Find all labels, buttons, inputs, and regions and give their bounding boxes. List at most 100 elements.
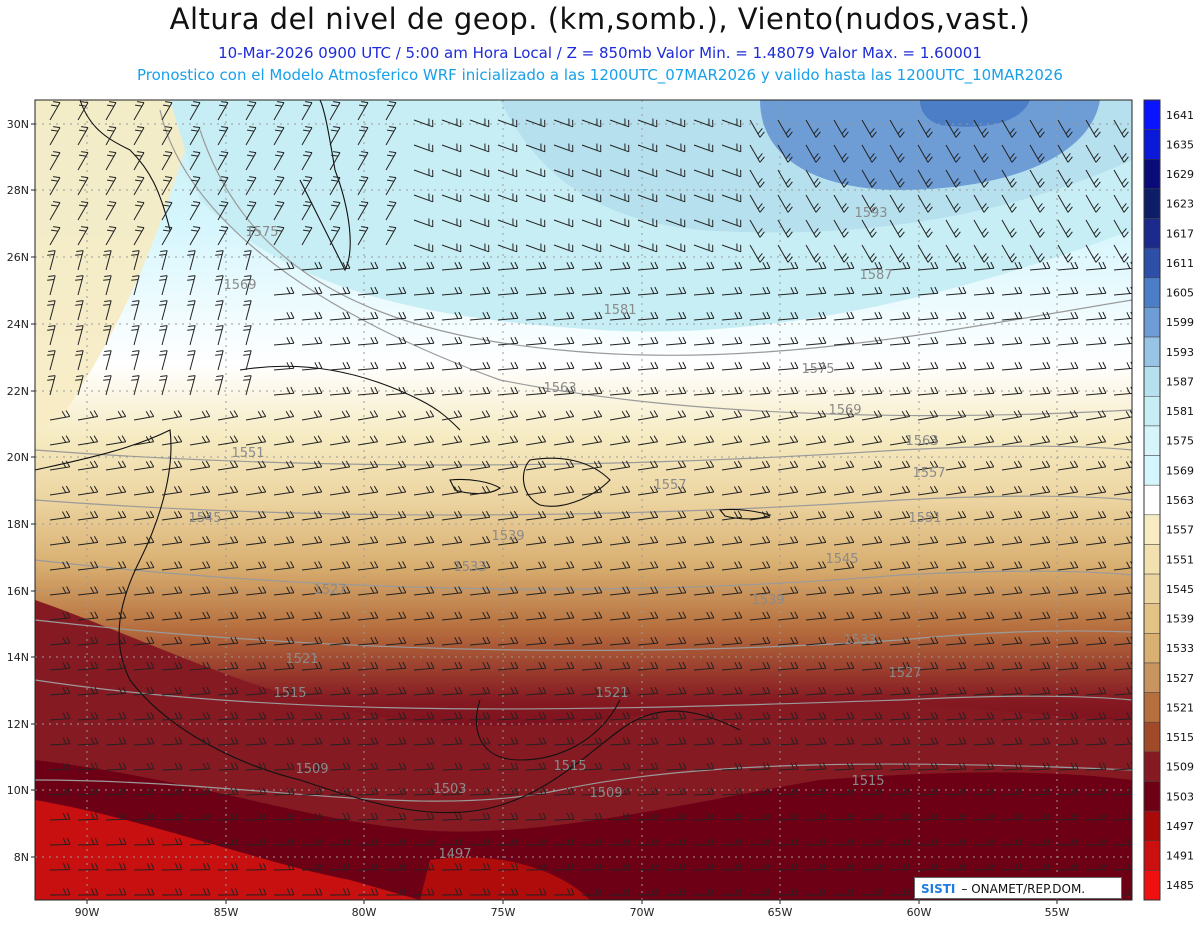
wind-barb (833, 336, 855, 346)
wind-barb (1001, 194, 1017, 213)
wind-barb (1057, 435, 1079, 446)
wind-barb (973, 862, 995, 871)
wind-barb (721, 410, 743, 421)
lon-label: 80W (352, 906, 377, 919)
wind-barb (805, 636, 827, 646)
wind-barb (945, 410, 967, 421)
wind-barb (49, 862, 71, 871)
wind-barb (749, 194, 765, 213)
wind-barb (301, 336, 323, 346)
lon-label: 85W (214, 906, 239, 919)
wind-barb (49, 151, 61, 171)
wind-barb (441, 661, 463, 671)
wind-barb (609, 261, 631, 271)
wind-barb (749, 361, 771, 371)
wind-barb (413, 862, 435, 871)
wind-barb (245, 435, 267, 446)
wind-barb (357, 386, 379, 396)
wind-barb (77, 888, 99, 896)
wind-barb (749, 536, 771, 546)
wind-barb (441, 510, 463, 521)
wind-barb (637, 168, 658, 178)
wind-barb (189, 737, 211, 746)
wind-barb (245, 812, 267, 821)
wind-barb (1057, 361, 1079, 371)
wind-barb (861, 661, 883, 671)
wind-barb (1057, 611, 1079, 621)
contour-label: 1509 (589, 786, 622, 801)
wind-barb (133, 661, 155, 671)
wind-barb (469, 611, 491, 621)
wind-barb (189, 176, 201, 196)
wind-barb (47, 375, 56, 396)
wind-barb (49, 510, 71, 521)
wind-barb (721, 787, 743, 796)
wind-barb (525, 611, 547, 621)
wind-barb (1113, 636, 1132, 646)
wind-barb (721, 586, 743, 596)
wind-barb (161, 837, 183, 846)
legend-swatch (1143, 455, 1161, 486)
wind-barb (833, 361, 855, 371)
wind-barb (777, 261, 799, 271)
wind-barb (75, 275, 84, 296)
wind-barb (721, 460, 743, 471)
wind-barb (861, 611, 883, 621)
wind-barb (945, 812, 967, 821)
wind-barb (1001, 636, 1023, 646)
wind-barb (749, 219, 765, 238)
wind-barb (133, 561, 155, 571)
wind-barb (497, 286, 519, 296)
wind-barb (105, 737, 127, 746)
wind-barb (217, 485, 239, 496)
wind-barb (273, 201, 285, 221)
legend-label: 1503 (1166, 790, 1194, 803)
wind-barb (553, 118, 574, 128)
wind-barb (329, 485, 351, 496)
wind-barb (721, 485, 743, 496)
wind-barb (581, 193, 602, 203)
wind-barb (777, 485, 799, 496)
wind-barb (917, 460, 939, 471)
wind-barb (861, 762, 883, 771)
wind-barb (637, 762, 659, 771)
wind-barb (329, 386, 351, 396)
wind-barb (1029, 410, 1051, 421)
wind-barb (581, 837, 603, 846)
wind-barb (189, 410, 211, 421)
wind-barb (301, 386, 323, 396)
wind-barb (329, 435, 351, 446)
wind-barb (301, 837, 323, 846)
wind-barb (385, 336, 407, 346)
wind-barb (917, 336, 939, 346)
wind-barb (189, 460, 211, 471)
wind-barb (413, 661, 435, 671)
wind-barb (889, 336, 911, 346)
wind-barb (1113, 261, 1132, 271)
wind-barb (133, 536, 155, 546)
wind-barb (581, 435, 603, 446)
wind-barb (133, 837, 155, 846)
wind-barb (357, 636, 379, 646)
wind-barb (75, 350, 84, 371)
wind-barb (945, 144, 961, 163)
wind-barb (301, 126, 313, 146)
wind-barb (693, 737, 715, 746)
wind-barb (103, 375, 112, 396)
wind-barb (189, 837, 211, 846)
wind-barb (273, 336, 295, 346)
lat-label: 12N (7, 718, 29, 731)
wind-barb (357, 485, 379, 496)
legend-label: 1497 (1166, 820, 1194, 833)
wind-barb (945, 837, 967, 846)
wind-barb (105, 226, 117, 246)
wind-barb (385, 101, 397, 121)
wind-barb (777, 336, 799, 346)
wind-barb (77, 151, 89, 171)
wind-barb (525, 361, 547, 371)
wind-barb (1029, 686, 1051, 696)
wind-barb (245, 126, 257, 146)
wind-barb (357, 737, 379, 746)
wind-barb (805, 460, 827, 471)
wind-barb (665, 286, 687, 296)
